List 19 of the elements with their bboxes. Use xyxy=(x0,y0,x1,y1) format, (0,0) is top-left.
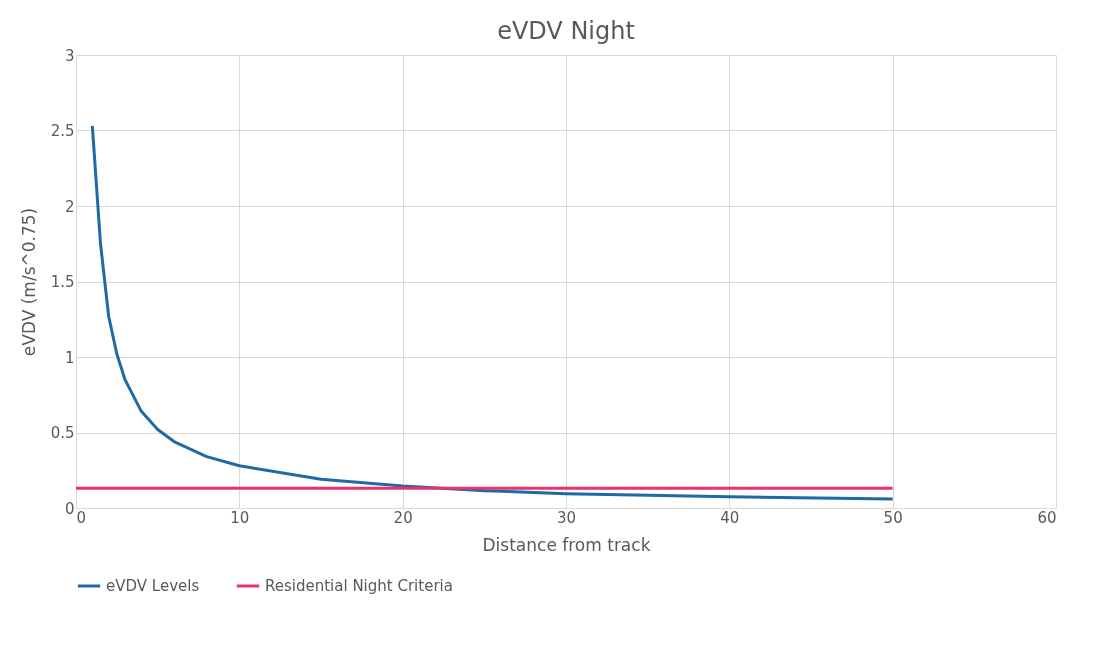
x-tick-label: 30 xyxy=(556,508,577,527)
x-tick-label: 20 xyxy=(393,508,413,527)
x-tick-label: 40 xyxy=(720,508,740,527)
legend-label: eVDV Levels xyxy=(106,577,200,595)
x-tick-label: 60 xyxy=(1037,508,1057,527)
x-axis-title: Distance from track xyxy=(482,534,651,555)
y-tick-label: 3 xyxy=(64,46,75,65)
line-series xyxy=(90,124,895,501)
y-axis-title: eVDV (m/s^0.75) xyxy=(18,207,39,357)
y-tick-label: 2.5 xyxy=(50,122,75,140)
x-tick-label: 0 xyxy=(76,508,87,527)
y-tick-label: 0.5 xyxy=(50,424,75,442)
x-tick-label: 10 xyxy=(230,508,250,527)
y-tick-label: 2 xyxy=(64,197,75,216)
chart-title: eVDV Night xyxy=(497,17,635,45)
y-tick-label: 1.5 xyxy=(50,273,75,291)
x-tick-label: 50 xyxy=(883,508,903,527)
y-tick-label: 1 xyxy=(64,348,75,367)
legend-label: Residential Night Criteria xyxy=(265,577,453,595)
